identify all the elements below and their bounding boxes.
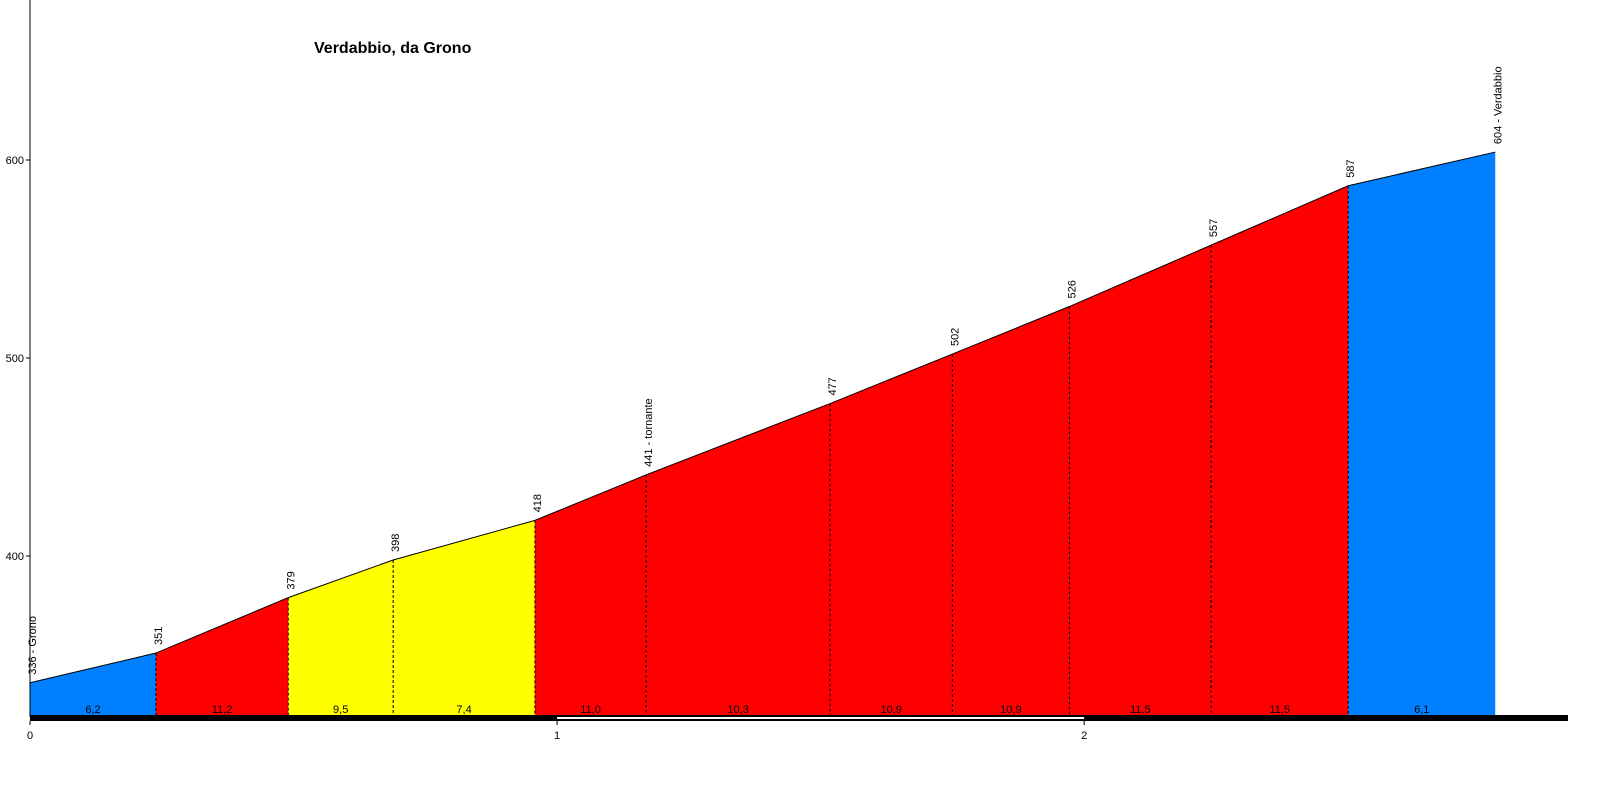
elevation-label: 604 - Verdabbio [1492, 66, 1504, 144]
profile-line [29, 151, 1496, 684]
gradient-segment [534, 474, 647, 717]
gradient-segment [393, 520, 535, 717]
gradient-label: 11,2 [212, 704, 233, 716]
elevation-label: 557 [1208, 219, 1220, 237]
gradient-label: 10,9 [1000, 704, 1021, 716]
km-bar-white [557, 717, 1085, 719]
gradient-segment [155, 597, 289, 717]
x-tick-label: 1 [554, 730, 560, 742]
gradient-label: 6,1 [1414, 704, 1429, 716]
gradient-label: 11,5 [1130, 704, 1151, 716]
gradient-label: 9,5 [333, 704, 348, 716]
x-tick-label: 0 [27, 730, 33, 742]
x-tick-label: 2 [1081, 730, 1087, 742]
y-tick-label: 400 [6, 551, 24, 563]
gradient-label: 7,4 [456, 704, 471, 716]
chart-title: Verdabbio, da Grono [314, 40, 472, 57]
elevation-label: 379 [285, 571, 297, 589]
gradient-segment [1069, 245, 1212, 717]
gradient-label: 10,3 [727, 704, 748, 716]
gradient-label: 11,5 [1269, 704, 1290, 716]
elevation-label: 351 [153, 627, 165, 645]
elevation-label: 502 [949, 328, 961, 346]
y-tick-label: 500 [6, 353, 24, 365]
elevation-label: 526 [1066, 280, 1078, 298]
gradient-segment [952, 306, 1070, 717]
gradient-label: 6,2 [85, 704, 100, 716]
elevation-label: 418 [532, 494, 544, 512]
gradient-segment [1211, 185, 1349, 718]
gradient-segment [1348, 152, 1496, 718]
elevation-label: 441 - tornante [643, 398, 655, 467]
y-tick-label: 600 [6, 155, 24, 167]
elevation-label: 336 - Grono [27, 616, 39, 675]
elevation-label: 587 [1345, 159, 1357, 177]
elevation-label: 398 [390, 534, 402, 552]
gradient-label: 10,9 [881, 704, 902, 716]
gradient-segment [288, 559, 394, 717]
gradient-segment [830, 354, 953, 717]
elevation-label: 477 [827, 377, 839, 395]
gradient-segment [646, 403, 831, 717]
gradient-label: 11,0 [580, 704, 601, 716]
gradient-segment [30, 653, 156, 717]
